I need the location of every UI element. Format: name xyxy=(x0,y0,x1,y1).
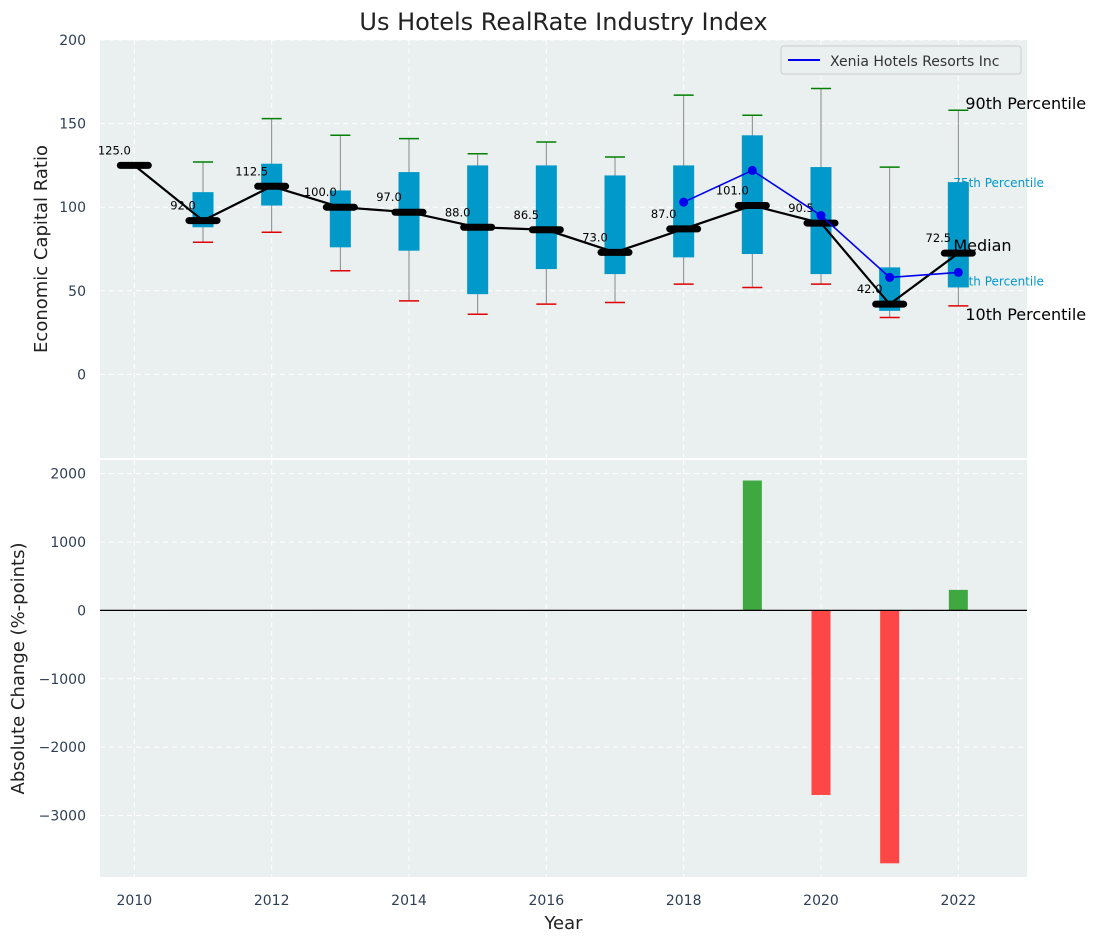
median-value-label: 112.5 xyxy=(235,164,268,178)
company-point xyxy=(747,165,757,175)
x-tick-label: 2014 xyxy=(391,893,427,909)
top-y-axis-title: Economic Capital Ratio xyxy=(31,145,52,353)
x-tick-label: 2010 xyxy=(117,893,153,909)
bottom-chart-marks xyxy=(100,480,1027,864)
median-value-label: 101.0 xyxy=(716,184,749,198)
top-y-tick-label: 100 xyxy=(59,200,86,216)
x-tick-label: 2016 xyxy=(529,893,565,909)
x-tick-label: 2012 xyxy=(254,893,290,909)
legend-box xyxy=(780,45,1022,75)
median-value-label: 125.0 xyxy=(98,143,131,157)
iqr-box xyxy=(741,135,763,255)
company-point xyxy=(885,272,895,282)
top-panel-background xyxy=(100,40,1027,458)
annotation-p10: 10th Percentile xyxy=(965,305,1086,324)
top-y-tick-label: 50 xyxy=(68,284,86,300)
x-axis-title: Year xyxy=(543,913,583,934)
median-value-label: 100.0 xyxy=(304,185,337,199)
x-tick-label: 2022 xyxy=(941,893,977,909)
x-tick-label: 2018 xyxy=(666,893,702,909)
top-y-tick-label: 150 xyxy=(59,117,86,133)
median-value-label: 42.0 xyxy=(857,282,883,296)
annotation-p75: 75th Percentile xyxy=(953,176,1044,190)
iqr-box xyxy=(604,175,626,275)
iqr-box xyxy=(673,165,695,258)
top-y-tick-label: 200 xyxy=(59,33,86,49)
x-tick-label: 2020 xyxy=(803,893,839,909)
bottom-y-tick-label: −3000 xyxy=(39,808,86,824)
median-value-label: 88.0 xyxy=(445,205,471,219)
annotation-p90: 90th Percentile xyxy=(965,94,1086,113)
bottom-y-tick-label: 0 xyxy=(77,603,86,619)
median-value-label: 97.0 xyxy=(376,190,402,204)
company-point xyxy=(816,211,826,221)
company-point xyxy=(679,197,689,207)
legend: Xenia Hotels Resorts Inc xyxy=(780,45,1022,75)
change-bar xyxy=(948,589,968,611)
change-bar xyxy=(742,480,762,611)
bottom-y-tick-label: −1000 xyxy=(39,672,86,688)
iqr-box xyxy=(535,165,557,270)
bottom-y-axis-title: Absolute Change (%-points) xyxy=(8,543,29,795)
median-value-label: 72.5 xyxy=(926,231,952,245)
median-value-label: 86.5 xyxy=(514,208,540,222)
bottom-y-tick-label: −2000 xyxy=(39,740,86,756)
chart-title: Us Hotels RealRate Industry Index xyxy=(359,8,767,36)
legend-label-company: Xenia Hotels Resorts Inc xyxy=(830,54,999,70)
median-value-label: 90.5 xyxy=(788,201,814,215)
top-chart-marks: 125.0 92.0 112.5 100.0 97.0 88.0 86.5 73.0 87.0 1… xyxy=(98,87,1086,324)
top-y-tick-label: 0 xyxy=(77,367,86,383)
bottom-y-tick-label: 1000 xyxy=(50,535,86,551)
annotation-median: Median xyxy=(953,236,1011,255)
bottom-panel-background xyxy=(100,460,1027,877)
change-bar xyxy=(880,610,900,864)
company-point xyxy=(953,267,963,277)
axis-labels: 2010 2012 2014 2016 2018 2020 2022 0 50 100 150 200… xyxy=(39,33,977,909)
median-value-label: 87.0 xyxy=(651,207,677,221)
median-value-label: 92.0 xyxy=(170,199,196,213)
annotation-p25: 25th Percentile xyxy=(953,274,1044,288)
change-bar xyxy=(811,610,831,795)
median-value-label: 73.0 xyxy=(582,230,608,244)
iqr-box xyxy=(947,182,969,288)
bottom-y-tick-label: 2000 xyxy=(50,467,86,483)
